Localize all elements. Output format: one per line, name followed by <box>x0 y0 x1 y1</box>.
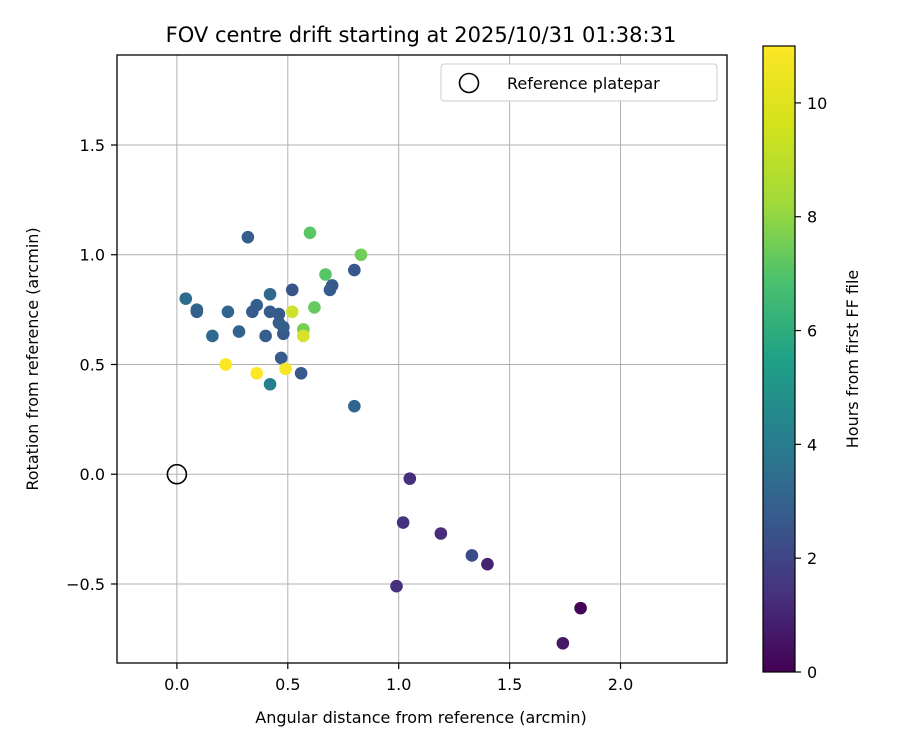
data-point <box>348 263 361 277</box>
data-point <box>354 248 368 262</box>
y-tick-label: −0.5 <box>66 575 105 594</box>
plot-frame <box>116 54 728 664</box>
data-point <box>308 301 321 314</box>
legend-reference-label: Reference platepar <box>507 74 660 93</box>
x-axis-label: Angular distance from reference (arcmin) <box>255 708 586 727</box>
data-point <box>396 516 410 529</box>
data-point <box>241 230 255 244</box>
data-point <box>263 305 277 319</box>
x-tick-label: 1.0 <box>386 675 411 694</box>
data-point <box>481 557 494 571</box>
data-point <box>263 287 277 301</box>
colorbar-gradient <box>762 45 796 673</box>
data-point <box>574 601 587 615</box>
data-point <box>319 268 332 281</box>
y-tick-label: 0.0 <box>80 465 105 484</box>
colorbar-tick-label: 10 <box>807 94 827 113</box>
data-point <box>285 305 299 319</box>
legend-box <box>440 63 718 102</box>
data-points <box>179 226 587 650</box>
chart-title: FOV centre drift starting at 2025/10/31 … <box>166 23 677 47</box>
data-point <box>556 636 570 650</box>
data-point <box>259 329 272 343</box>
y-tick-label: 0.5 <box>80 355 105 374</box>
data-point <box>179 292 193 305</box>
grid-lines <box>117 55 727 663</box>
data-point <box>297 329 310 343</box>
data-point <box>303 226 317 240</box>
data-point <box>348 399 361 413</box>
data-point <box>263 377 277 391</box>
legend-reference-icon <box>458 72 480 94</box>
x-tick-label: 2.0 <box>608 675 633 694</box>
data-point <box>221 305 235 319</box>
x-tick-label: 0.0 <box>164 675 189 694</box>
y-axis-label: Rotation from reference (arcmin) <box>23 227 42 490</box>
data-point <box>250 366 264 380</box>
data-point <box>274 351 288 365</box>
y-axis-ticks: −0.5 0.0 0.5 1.0 1.5 <box>66 136 117 594</box>
data-point <box>219 358 232 371</box>
data-point <box>465 549 479 562</box>
colorbar-label: Hours from first FF file <box>843 270 862 449</box>
data-point <box>232 325 246 338</box>
colorbar-ticks: 0 2 4 6 8 10 <box>795 94 827 682</box>
x-axis-ticks: 0.0 0.5 1.0 1.5 2.0 <box>164 663 633 694</box>
colorbar-tick-label: 2 <box>807 549 817 568</box>
x-tick-label: 0.5 <box>275 675 300 694</box>
data-point <box>323 283 337 297</box>
data-point <box>434 527 448 540</box>
colorbar-tick-label: 0 <box>807 663 817 682</box>
data-point <box>277 320 290 334</box>
colorbar-tick-label: 6 <box>807 322 817 341</box>
data-point <box>206 329 219 343</box>
colorbar-tick-label: 8 <box>807 208 817 227</box>
data-point <box>190 305 204 319</box>
data-point <box>390 579 403 593</box>
data-point <box>246 305 259 319</box>
y-tick-label: 1.5 <box>80 136 105 155</box>
data-point <box>285 283 299 297</box>
reference-marker <box>166 463 188 485</box>
colorbar-tick-label: 4 <box>807 435 817 454</box>
data-point <box>403 472 417 485</box>
legend: Reference platepar <box>440 63 718 102</box>
data-point <box>279 362 292 376</box>
x-tick-label: 1.5 <box>497 675 522 694</box>
data-point <box>294 366 308 380</box>
y-tick-label: 1.0 <box>80 246 105 265</box>
colorbar: 0 2 4 6 8 10 Hours from first FF file <box>762 45 862 682</box>
